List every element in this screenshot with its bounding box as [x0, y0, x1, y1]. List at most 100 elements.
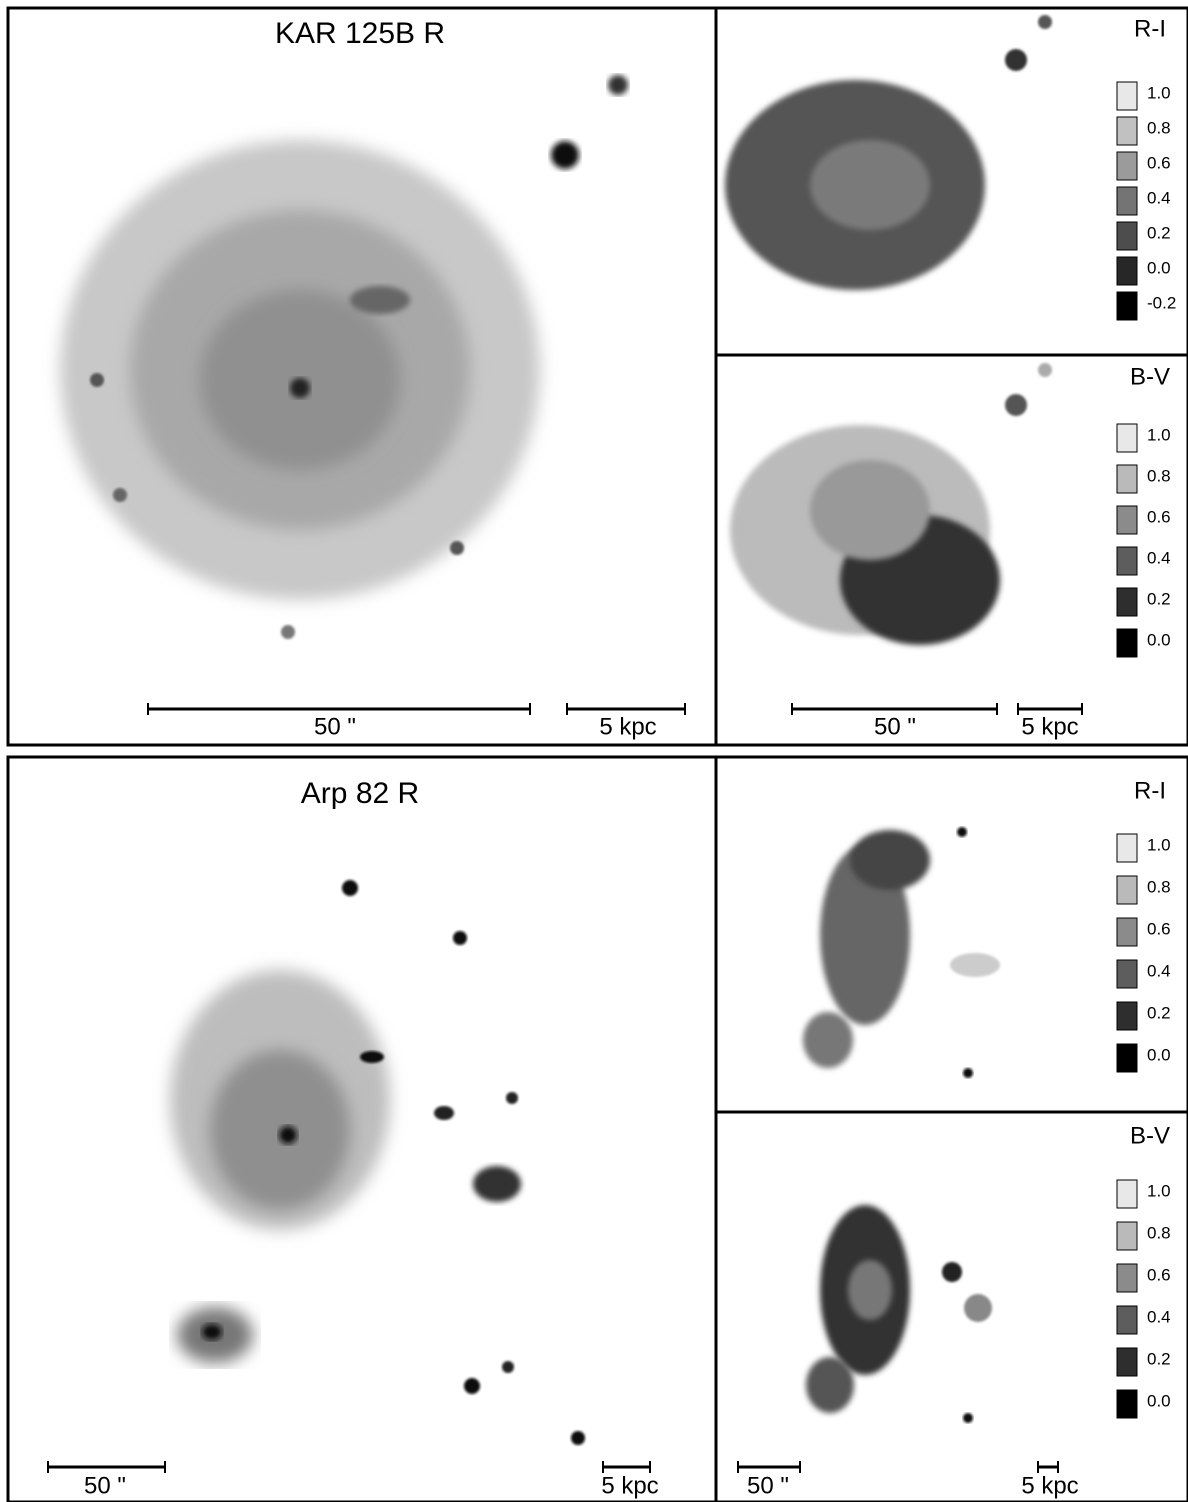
galaxy-feature — [290, 378, 310, 398]
legend-swatch — [1117, 222, 1137, 250]
galaxy-feature — [608, 75, 628, 95]
legend-label: 0.2 — [1147, 1003, 1171, 1022]
legend-label: 0.8 — [1147, 466, 1171, 485]
galaxy-feature — [350, 286, 410, 314]
legend-swatch — [1117, 876, 1137, 904]
galaxy-feature — [806, 1357, 854, 1413]
galaxy-feature — [810, 460, 930, 560]
legend-label: 0.2 — [1147, 1349, 1171, 1368]
legend-label: 0.2 — [1147, 223, 1171, 242]
galaxy-feature — [848, 1260, 892, 1320]
galaxy-feature — [464, 1378, 480, 1394]
galaxy-feature — [210, 1050, 350, 1210]
legend-label: 0.4 — [1147, 188, 1171, 207]
galaxy-feature — [279, 1126, 297, 1144]
scale-bar-label: 50 " — [314, 713, 356, 740]
galaxy-feature — [942, 1262, 962, 1282]
galaxy-feature — [202, 1324, 222, 1340]
galaxy-feature — [502, 1361, 514, 1373]
galaxy-feature — [434, 1106, 454, 1120]
legend-label: 0.0 — [1147, 1045, 1171, 1064]
galaxy-feature — [450, 541, 464, 555]
legend-swatch — [1117, 1264, 1137, 1292]
image-title: Arp 82 R — [301, 777, 419, 810]
legend-label: 0.0 — [1147, 630, 1171, 649]
legend-swatch — [1117, 1222, 1137, 1250]
legend-label: 0.4 — [1147, 1307, 1171, 1326]
galaxy-feature — [803, 1012, 853, 1068]
galaxy-feature — [957, 827, 967, 837]
legend-label: 1.0 — [1147, 83, 1171, 102]
galaxy-feature — [1005, 394, 1027, 416]
galaxy-feature — [963, 1413, 973, 1423]
legend-swatch — [1117, 547, 1137, 575]
legend-swatch — [1117, 1044, 1137, 1072]
galaxy-feature — [950, 953, 1000, 977]
scale-bar-label: 5 kpc — [601, 1472, 658, 1499]
galaxy-feature — [850, 830, 930, 890]
galaxy-feature — [1005, 49, 1027, 71]
scale-bar-label: 5 kpc — [1021, 713, 1078, 740]
scale-bar-label: 50 " — [874, 713, 916, 740]
legend-label: 0.8 — [1147, 118, 1171, 137]
color-map-title: R-I — [1134, 15, 1166, 42]
legend-swatch — [1117, 1306, 1137, 1334]
legend-label: 0.6 — [1147, 1265, 1171, 1284]
legend-swatch — [1117, 1002, 1137, 1030]
color-map-title: B-V — [1130, 1122, 1170, 1149]
legend-swatch — [1117, 1348, 1137, 1376]
legend-swatch — [1117, 506, 1137, 534]
legend-swatch — [1117, 424, 1137, 452]
galaxy-feature — [551, 141, 579, 169]
color-map-title: R-I — [1134, 777, 1166, 804]
legend-label: 0.8 — [1147, 877, 1171, 896]
legend-label: 0.0 — [1147, 1391, 1171, 1410]
legend-swatch — [1117, 960, 1137, 988]
legend-swatch — [1117, 292, 1137, 320]
image-title: KAR 125B R — [275, 17, 445, 50]
legend-label: 1.0 — [1147, 1181, 1171, 1200]
figure: KAR 125B R 50 " 5 kpc R-I 1.0 0.8 0.6 0.4 0.2 0.0… — [0, 0, 1188, 1502]
galaxy-feature — [810, 140, 930, 230]
legend-swatch — [1117, 1180, 1137, 1208]
scale-bar-label: 5 kpc — [1021, 1472, 1078, 1499]
legend-label: 0.0 — [1147, 258, 1171, 277]
legend-swatch — [1117, 257, 1137, 285]
galaxy-feature — [113, 488, 127, 502]
legend-swatch — [1117, 152, 1137, 180]
legend-label: 1.0 — [1147, 835, 1171, 854]
scale-bar-label: 50 " — [747, 1472, 789, 1499]
legend-label: 0.4 — [1147, 548, 1171, 567]
galaxy-feature — [1038, 15, 1052, 29]
galaxy-feature — [964, 1294, 992, 1322]
galaxy-feature — [360, 1051, 384, 1063]
galaxy-feature — [281, 625, 295, 639]
scale-bar-label: 5 kpc — [599, 713, 656, 740]
legend-label: 1.0 — [1147, 425, 1171, 444]
legend-swatch — [1117, 629, 1137, 657]
galaxy-feature — [453, 931, 467, 945]
legend-swatch — [1117, 117, 1137, 145]
galaxy-feature — [571, 1431, 585, 1445]
galaxy-feature — [473, 1166, 521, 1202]
legend-label: -0.2 — [1147, 293, 1176, 312]
legend-swatch — [1117, 465, 1137, 493]
galaxy-feature — [342, 880, 358, 896]
legend-swatch — [1117, 588, 1137, 616]
legend-label: 0.4 — [1147, 961, 1171, 980]
galaxy-feature — [506, 1092, 518, 1104]
galaxy-feature — [90, 373, 104, 387]
color-map-title: B-V — [1130, 363, 1170, 390]
legend-label: 0.6 — [1147, 507, 1171, 526]
legend-swatch — [1117, 834, 1137, 862]
legend-label: 0.6 — [1147, 153, 1171, 172]
scale-bar-label: 50 " — [84, 1472, 126, 1499]
legend-swatch — [1117, 82, 1137, 110]
legend-label: 0.2 — [1147, 589, 1171, 608]
galaxy-feature — [1038, 363, 1052, 377]
galaxy-feature — [963, 1068, 973, 1078]
legend-label: 0.8 — [1147, 1223, 1171, 1242]
legend-swatch — [1117, 1390, 1137, 1418]
legend-swatch — [1117, 187, 1137, 215]
legend-label: 0.6 — [1147, 919, 1171, 938]
